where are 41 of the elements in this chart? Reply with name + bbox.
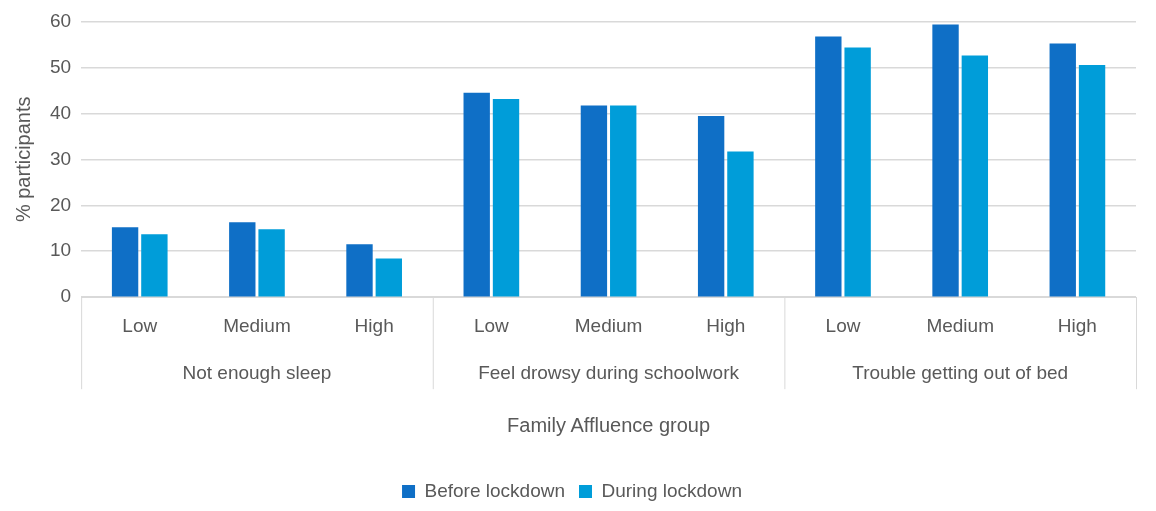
bar xyxy=(580,105,608,297)
x-tick-label: High xyxy=(706,314,746,336)
bar xyxy=(815,36,842,297)
x-tick-label: High xyxy=(1057,314,1097,336)
x-axis-title: Family Affluence group xyxy=(507,413,711,436)
bar xyxy=(610,105,637,297)
x-tick-label: Medium xyxy=(574,314,643,336)
bar xyxy=(727,151,754,297)
legend-label: Before lockdown xyxy=(424,479,566,501)
bar xyxy=(375,258,402,297)
bar xyxy=(258,229,285,297)
bar xyxy=(141,234,168,297)
x-tick-label: Low xyxy=(122,314,158,336)
text: Feel drowsy during schoolwork xyxy=(478,362,740,384)
text: Trouble getting out of bed xyxy=(852,362,1069,384)
y-axis-title: % participants xyxy=(11,96,34,223)
x-tick-label: High xyxy=(354,314,394,336)
bar xyxy=(463,92,490,297)
bar xyxy=(697,116,725,297)
x-tick-label: Medium xyxy=(926,314,994,336)
bar xyxy=(1078,65,1106,297)
bar xyxy=(111,227,139,297)
legend-label: During lockdown xyxy=(601,479,742,501)
y-tick-label: 20 xyxy=(49,193,72,215)
bar xyxy=(961,55,989,297)
bar xyxy=(346,244,373,297)
bar xyxy=(1049,43,1076,297)
x-tick-label: Medium xyxy=(223,314,291,336)
y-tick-label: 50 xyxy=(49,55,72,77)
y-tick-label: 40 xyxy=(49,101,72,123)
bar xyxy=(492,99,520,297)
x-tick-label: Low xyxy=(473,314,510,336)
bar xyxy=(844,47,871,297)
x-tick-label: Low xyxy=(825,314,861,336)
text: Not enough sleep xyxy=(182,362,332,384)
y-tick-label: 60 xyxy=(49,9,72,31)
y-tick-label: 30 xyxy=(49,147,72,169)
y-tick-label: 10 xyxy=(49,239,72,261)
bar xyxy=(932,24,959,297)
bar xyxy=(229,222,256,297)
y-tick-label: 0 xyxy=(60,285,72,307)
